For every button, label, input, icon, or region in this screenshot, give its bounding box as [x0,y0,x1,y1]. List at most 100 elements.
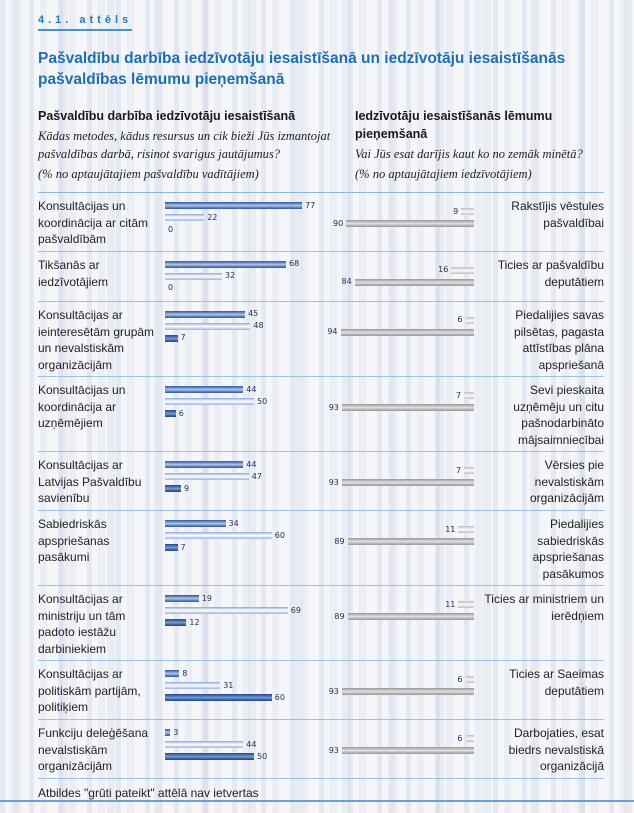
left-bar-group: 44 47 9 [162,457,332,507]
figure-title: Pašvaldību darbība iedzīvotāju iesaistīš… [38,50,566,88]
bar-yes [461,208,474,216]
bar-value: 68 [289,259,300,269]
left-column-question: Kādas metodes, kādus resursus un cik bie… [38,128,331,162]
bar-sometimes [165,682,221,690]
bar-value: 93 [328,686,339,696]
right-bar-group: 11 89 [332,516,482,582]
right-category-label: Sevi pieskaita uzņēmēju un citu pašnodar… [513,383,604,447]
right-bar-group: 9 90 [332,198,482,248]
right-bar-group: 7 93 [328,382,482,448]
bar-value: 7 [456,465,462,475]
bar-often [165,310,246,318]
right-bar-group: 6 94 [327,307,482,373]
bar-value: 84 [341,277,352,287]
bar-value: 45 [248,309,259,319]
right-category-label: Rakstījis vēstules pašvaldībai [511,199,604,230]
chart-row: Konsultācijas ar politiskām partijām, po… [38,661,604,721]
bar-value: 7 [180,333,186,343]
bar-value: 69 [290,605,301,615]
bar-sometimes [165,741,244,749]
left-bar-group: 68 32 0 [162,257,332,298]
left-bar-group: 3 44 50 [162,725,332,775]
right-category-label: Vērsies pie nevalstiskām organizācijām [529,458,604,506]
bar-value: 44 [246,384,257,394]
bar-never [165,334,178,342]
bar-value: 6 [457,674,463,684]
bar-no [346,220,474,228]
bar-often [165,520,226,527]
right-column-note: (% no aptaujātajiem iedzīvotājiem) [355,167,532,182]
bar-value: 94 [327,327,338,337]
bar-value: 89 [334,611,345,621]
right-bar-group: 6 93 [328,666,482,716]
bar-value: 60 [274,530,285,540]
bar-value: 50 [257,751,268,761]
left-category-label: Konsultācijas ar ieinteresētām grupām un… [38,307,155,372]
bar-never [165,410,176,418]
bar-no [341,404,474,412]
bar-value: 16 [438,265,449,275]
right-column-header: Iedzīvotāju iesaistīšanās lēmumu pieņemš… [355,107,604,184]
bar-value: 11 [445,599,456,609]
bar-no [341,747,474,755]
right-category-label: Piedalijies savas pilsētas, pagasta attī… [513,307,604,372]
bar-sometimes [165,532,272,539]
chart-row: Sabiedriskās apspriešanas pasākumi 34 60… [38,511,604,587]
left-bar-group: 34 60 7 [162,516,332,582]
bar-value: 19 [201,593,212,603]
bar-sometimes [165,607,288,615]
bar-often [165,386,244,394]
bar-value: 90 [333,218,344,228]
figure-number-tag: 4.1. attēls [38,14,133,31]
bar-yes [451,266,474,274]
bar-value: 60 [274,692,285,702]
bar-value: 12 [189,617,200,627]
left-column-note: (% no aptaujātajiem pašvaldību vadītājie… [38,167,259,182]
chart-rows: Konsultācijas un koordinācija ar citām p… [38,193,604,779]
bar-often [165,595,199,603]
right-category-label: Darbojaties, esat biedrs nevalstiskā org… [508,726,604,774]
bar-often [165,670,180,678]
right-bar-group: 11 89 [332,591,482,657]
right-category-label: Piedalijies sabiedriskās apspriešanas pa… [532,517,604,581]
bar-often [165,260,286,268]
bar-value: 9 [184,483,190,493]
bar-value: 89 [334,536,345,546]
bar-no [347,613,474,621]
right-bar-group: 16 84 [332,257,482,298]
bar-value: 32 [225,271,236,281]
chart-row: Konsultācijas un koordinācija ar citām p… [38,193,604,252]
bar-value: 93 [328,402,339,412]
bar-value: 93 [328,477,339,487]
bar-yes [458,601,474,609]
left-category-label: Tikšanās ar iedzīvotājiem [38,257,109,289]
header-separator-line [38,192,604,194]
right-category-label: Ticies ar pašvaldību deputātiem [497,257,604,289]
bar-value: 50 [257,396,268,406]
bar-never [165,485,181,493]
bar-value: 0 [168,283,174,293]
bar-value: 44 [246,739,257,749]
bar-value: 11 [445,524,456,534]
bar-no [341,688,474,696]
left-category-label: Konsultācijas un koordinācija ar uzņēmēj… [38,383,126,431]
bar-yes [464,467,474,475]
right-column-title: Iedzīvotāju iesaistīšanās lēmumu pieņemš… [355,108,553,141]
bar-no [354,278,474,286]
left-category-label: Konsultācijas ar politiskām partijām, po… [38,667,141,715]
bar-value: 6 [457,733,463,743]
bar-yes [465,676,474,684]
right-bar-group: 7 93 [328,457,482,507]
right-column-question: Vai Jūs esat darījis kaut ko no zemāk mi… [355,147,583,162]
bar-sometimes [165,214,205,222]
left-column-header: Pašvaldību darbība iedzīvotāju iesaistīš… [38,107,343,184]
chart-row: Tikšanās ar iedzīvotājiem 68 32 0 16 84 … [38,252,604,302]
bottom-rule [0,800,634,802]
bar-often [165,729,171,737]
bar-never [165,753,254,761]
bar-value: 48 [253,321,264,331]
bar-value: 44 [246,459,257,469]
chart-row: Konsultācijas ar ministriju un tām padot… [38,586,604,662]
